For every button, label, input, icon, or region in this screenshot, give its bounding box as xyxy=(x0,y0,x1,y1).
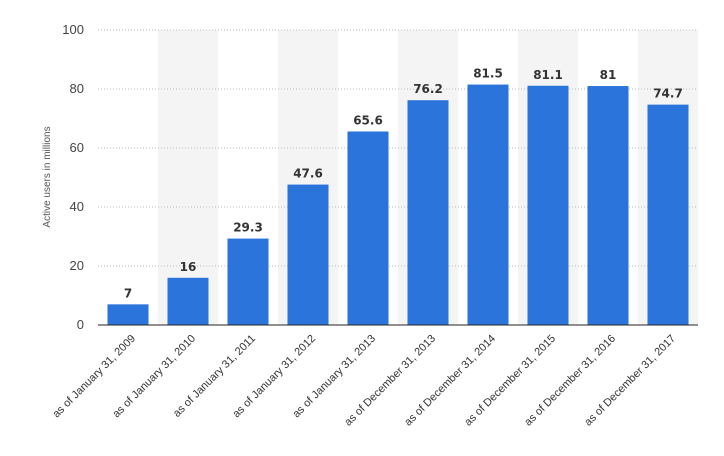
bar xyxy=(587,86,629,325)
y-tick-label: 40 xyxy=(70,199,84,214)
y-tick-label: 60 xyxy=(70,140,84,155)
y-gridlines xyxy=(98,29,698,267)
bar xyxy=(227,238,269,325)
data-label: 81.5 xyxy=(473,67,503,81)
bars xyxy=(107,84,689,326)
y-tick-label: 100 xyxy=(62,22,84,37)
y-tick-label: 80 xyxy=(70,81,84,96)
data-label: 76.2 xyxy=(413,82,443,96)
y-axis-tick-labels: 0 20 40 60 80 100 xyxy=(62,22,84,332)
bar xyxy=(647,104,689,325)
bar xyxy=(107,304,149,325)
data-label: 47.6 xyxy=(293,167,323,181)
bar xyxy=(467,84,509,325)
bar xyxy=(287,184,329,325)
data-label: 81 xyxy=(600,68,617,82)
column-band xyxy=(158,30,218,325)
bar xyxy=(407,100,449,326)
data-label: 7 xyxy=(124,286,132,300)
y-tick-label: 0 xyxy=(77,317,84,332)
data-labels: 7 16 29.3 47.6 65.6 76.2 81.5 81.1 81 74.7 xyxy=(124,67,683,301)
data-label: 81.1 xyxy=(533,68,563,82)
data-label: 74.7 xyxy=(653,87,683,101)
bar xyxy=(527,85,569,325)
bar xyxy=(167,277,209,325)
bar xyxy=(347,131,389,325)
y-tick-label: 20 xyxy=(70,258,84,273)
data-label: 16 xyxy=(180,260,197,274)
y-axis-title: Active users in millions xyxy=(42,126,53,227)
data-label: 29.3 xyxy=(233,221,263,235)
data-label: 65.6 xyxy=(353,113,383,127)
